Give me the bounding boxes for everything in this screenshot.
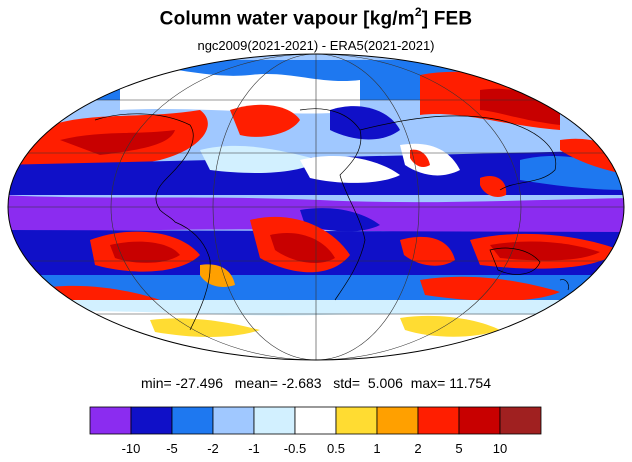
- colorbar-swatch: [212, 406, 255, 435]
- colorbar-swatch: [294, 406, 337, 435]
- stat-mean: -2.683: [281, 375, 322, 391]
- graticule: [8, 54, 624, 360]
- title-suffix: ] FEB: [421, 8, 473, 30]
- colorbar-swatch: [376, 406, 419, 435]
- colorbar-swatch: [417, 406, 460, 435]
- globe-outline: [7, 53, 625, 361]
- coastlines: [94, 108, 569, 331]
- colorbar-tick-label: -2: [207, 441, 219, 456]
- stat-std: 5.006: [367, 375, 403, 391]
- colorbar-tick-label: -0.5: [284, 441, 306, 456]
- chart-title: Column water vapour [kg/m2] FEB: [0, 5, 632, 30]
- colorbar-swatch: [89, 406, 132, 435]
- colorbar-tick-label: 1: [373, 441, 380, 456]
- colorbar-tick-label: 0.5: [327, 441, 345, 456]
- title-superscript: 2: [414, 5, 422, 19]
- colorbar-tick-label: -10: [122, 441, 141, 456]
- colorbar-swatch: [130, 406, 173, 435]
- statistics-line: min= -27.496 mean= -2.683 std= 5.006 max…: [140, 375, 491, 391]
- colorbar-tick-label: 2: [414, 441, 421, 456]
- colorbar-swatch: [335, 406, 378, 435]
- colorbar-tick-label: 5: [455, 441, 462, 456]
- colorbar-tick-label: -1: [248, 441, 260, 456]
- title-main: Column water vapour [kg/m: [159, 8, 415, 30]
- stat-max: 11.754: [449, 375, 491, 391]
- chart-subtitle: ngc2009(2021-2021) - ERA5(2021-2021): [197, 38, 435, 53]
- colorbar-swatch: [171, 406, 214, 435]
- colorbar-swatch: [253, 406, 296, 435]
- stat-min: -27.496: [175, 375, 224, 391]
- colorbar-swatch: [458, 406, 501, 435]
- colorbar-swatch: [499, 406, 542, 435]
- colorbar-tick-label: -5: [166, 441, 178, 456]
- colorbar-tick-label: 10: [493, 441, 507, 456]
